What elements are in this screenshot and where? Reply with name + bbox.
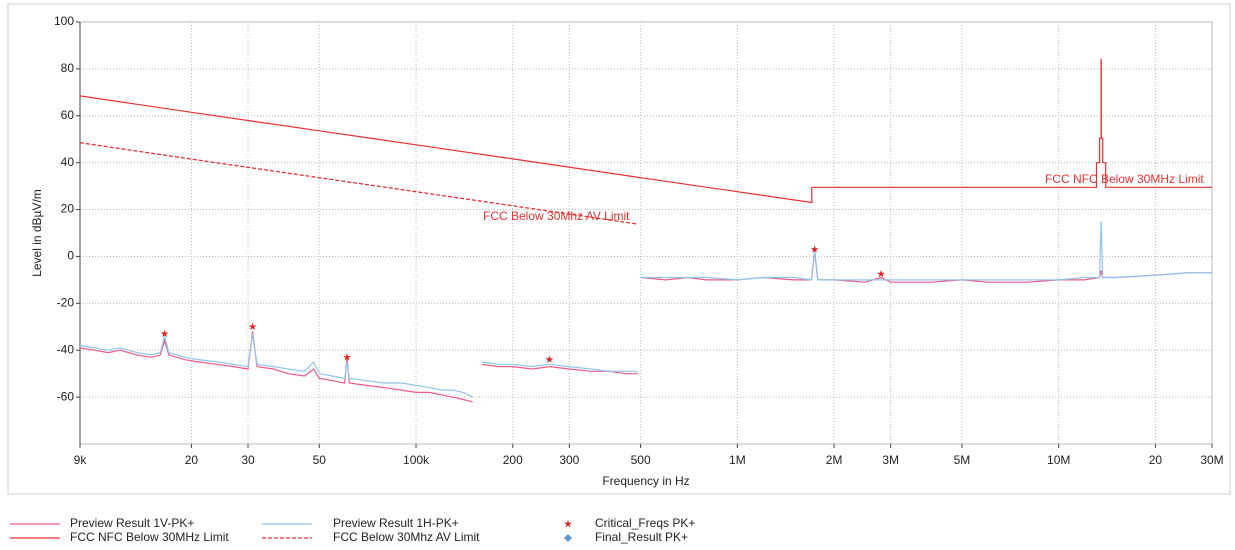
marker bbox=[810, 245, 819, 253]
x-tick-label: 5M bbox=[954, 453, 971, 467]
x-tick-label: 200 bbox=[503, 453, 523, 467]
x-tick-label: 30M bbox=[1200, 453, 1223, 467]
x-tick-label: 500 bbox=[631, 453, 651, 467]
legend-label: Critical_Freqs PK+ bbox=[595, 516, 695, 530]
legend-swatch bbox=[564, 520, 572, 528]
series-line bbox=[79, 221, 1212, 398]
y-tick-label: 0 bbox=[67, 249, 74, 263]
y-tick-label: -40 bbox=[57, 342, 75, 356]
x-tick-label: 10M bbox=[1047, 453, 1070, 467]
marker bbox=[343, 353, 351, 361]
legend-label: Final_Result PK+ bbox=[595, 530, 688, 544]
marker bbox=[545, 355, 554, 363]
x-tick-label: 20 bbox=[1149, 453, 1163, 467]
legend-label: FCC Below 30Mhz AV Limit bbox=[333, 530, 480, 544]
y-tick-label: -20 bbox=[57, 296, 75, 310]
annotation: FCC NFC Below 30MHz Limit bbox=[1045, 172, 1204, 186]
series-line bbox=[79, 142, 638, 225]
x-tick-label: 9k bbox=[74, 453, 88, 467]
legend-swatch bbox=[564, 534, 572, 542]
y-axis-label: Level in dBµV/m bbox=[30, 189, 44, 277]
plot: -60 -40 -20 0 20 40 60 80 100 9k 20 30 50 100k 200 300 5… bbox=[54, 14, 1224, 467]
legend-label: FCC NFC Below 30MHz Limit bbox=[70, 530, 229, 544]
x-tick-label: 300 bbox=[559, 453, 579, 467]
x-tick-label: 100k bbox=[403, 453, 430, 467]
x-tick-label: 20 bbox=[185, 453, 199, 467]
y-tick-label: 100 bbox=[54, 14, 74, 28]
marker bbox=[877, 270, 885, 278]
marker bbox=[160, 329, 169, 337]
legend-label: Preview Result 1V-PK+ bbox=[70, 516, 194, 530]
series-line bbox=[79, 58, 1212, 204]
legend: Preview Result 1V-PK+ Preview Result 1H-P… bbox=[10, 516, 695, 544]
marker bbox=[248, 322, 257, 330]
y-tick-label: 20 bbox=[61, 202, 75, 216]
x-axis-label: Frequency in Hz bbox=[602, 474, 689, 488]
x-tick-label: 1M bbox=[729, 453, 746, 467]
series-line bbox=[79, 251, 1212, 403]
frame bbox=[7, 3, 1231, 495]
legend-label: Preview Result 1H-PK+ bbox=[333, 516, 459, 530]
plot-area bbox=[79, 21, 1213, 445]
x-tick-label: 3M bbox=[882, 453, 899, 467]
x-tick-label: 2M bbox=[826, 453, 843, 467]
y-tick-label: -60 bbox=[57, 389, 75, 403]
annotation: FCC Below 30Mhz AV Limit bbox=[483, 209, 630, 223]
x-tick-label: 50 bbox=[313, 453, 327, 467]
y-tick-label: 80 bbox=[61, 61, 75, 75]
y-tick-label: 40 bbox=[61, 155, 75, 169]
y-tick-label: 60 bbox=[61, 108, 75, 122]
x-tick-label: 30 bbox=[241, 453, 255, 467]
